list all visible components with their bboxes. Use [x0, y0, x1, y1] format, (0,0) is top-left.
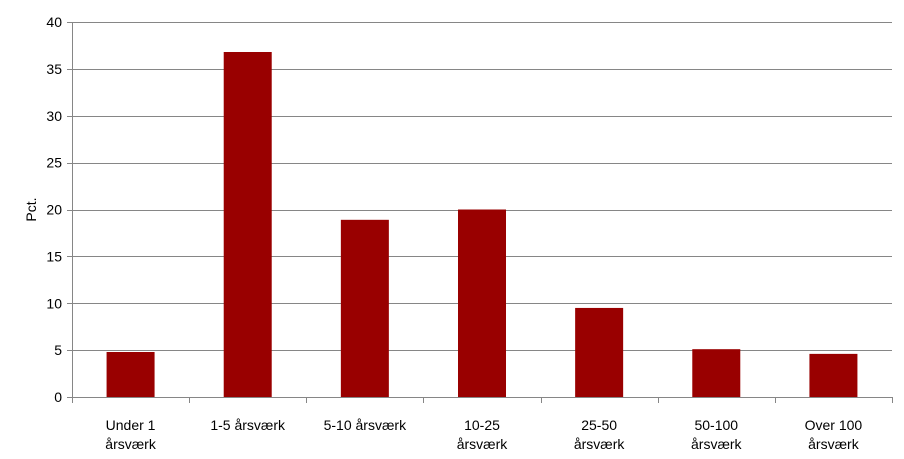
x-tick-label: 5-10 årsværk: [324, 417, 407, 433]
y-tick-label: 10: [46, 295, 62, 311]
bar-3: [458, 209, 506, 397]
y-tick-label: 30: [46, 108, 62, 124]
x-tick-label: 50-100 årsværk: [691, 417, 743, 452]
y-tick-label: 25: [46, 155, 62, 171]
bar-1: [223, 52, 272, 397]
x-tick-label: 10-25 årsværk: [457, 417, 509, 452]
y-tick-label: 20: [46, 202, 62, 218]
y-tick-label: 35: [46, 61, 62, 77]
y-tick-labels: 0 5 10 15 20 25 30 35 40: [46, 14, 62, 405]
y-tick-label: 40: [46, 14, 62, 30]
y-axis-title: Pct.: [23, 197, 39, 221]
x-tick-label: 25-50 årsværk: [574, 417, 626, 452]
bar-6: [809, 353, 858, 397]
y-tick-label: 0: [54, 389, 62, 405]
x-tick-label: Under 1 årsværk: [105, 417, 157, 452]
bar-4: [575, 307, 624, 397]
bar-5: [692, 349, 741, 397]
x-tick-labels: Under 1 årsværk 1-5 årsværk 5-10 årsværk 10-…: [105, 417, 862, 452]
bar-series: [106, 52, 858, 397]
axes: [67, 22, 893, 403]
x-tick-label: Over 100 årsværk: [805, 417, 863, 452]
bar-2: [340, 219, 389, 397]
bar-0: [106, 352, 155, 397]
y-tick-label: 5: [54, 342, 62, 358]
y-tick-label: 15: [46, 248, 62, 264]
x-tick-label: 1-5 årsværk: [210, 417, 286, 433]
